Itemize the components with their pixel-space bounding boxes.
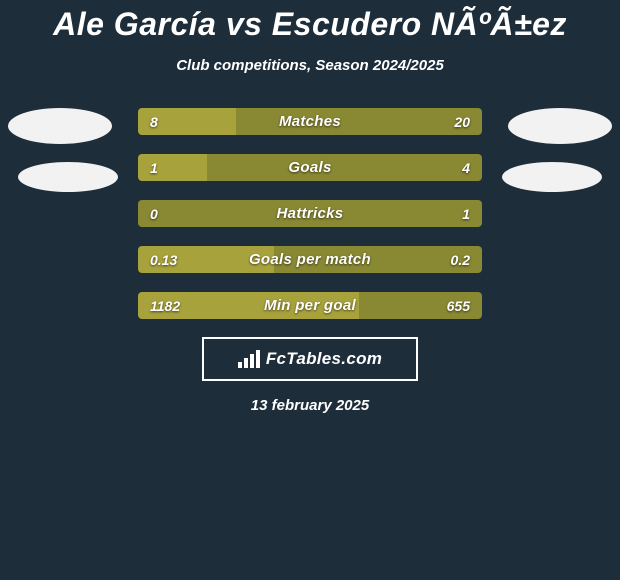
stat-label: Matches	[138, 108, 482, 135]
stats-chart: 820Matches 14Goals 01Hattricks 0.130.2Goals…	[0, 108, 620, 319]
stat-row: 14Goals	[138, 154, 482, 181]
player-avatar-left-1	[8, 108, 112, 144]
bar-chart-icon	[238, 350, 260, 368]
player-avatar-right-1	[508, 108, 612, 144]
brand-badge[interactable]: FcTables.com	[202, 337, 418, 381]
stat-label: Goals per match	[138, 246, 482, 273]
stat-label: Hattricks	[138, 200, 482, 227]
stat-bars: 820Matches 14Goals 01Hattricks 0.130.2Goals…	[138, 108, 482, 319]
page-title: Ale García vs Escudero NÃºÃ±ez	[0, 0, 620, 43]
stat-label: Goals	[138, 154, 482, 181]
player-avatar-left-2	[18, 162, 118, 192]
date-label: 13 february 2025	[0, 397, 620, 414]
stat-row: 1182655Min per goal	[138, 292, 482, 319]
comparison-card: Ale García vs Escudero NÃºÃ±ez Club comp…	[0, 0, 620, 580]
brand-text: FcTables.com	[266, 349, 382, 369]
player-avatar-right-2	[502, 162, 602, 192]
stat-row: 01Hattricks	[138, 200, 482, 227]
page-subtitle: Club competitions, Season 2024/2025	[0, 57, 620, 74]
stat-row: 820Matches	[138, 108, 482, 135]
stat-label: Min per goal	[138, 292, 482, 319]
stat-row: 0.130.2Goals per match	[138, 246, 482, 273]
